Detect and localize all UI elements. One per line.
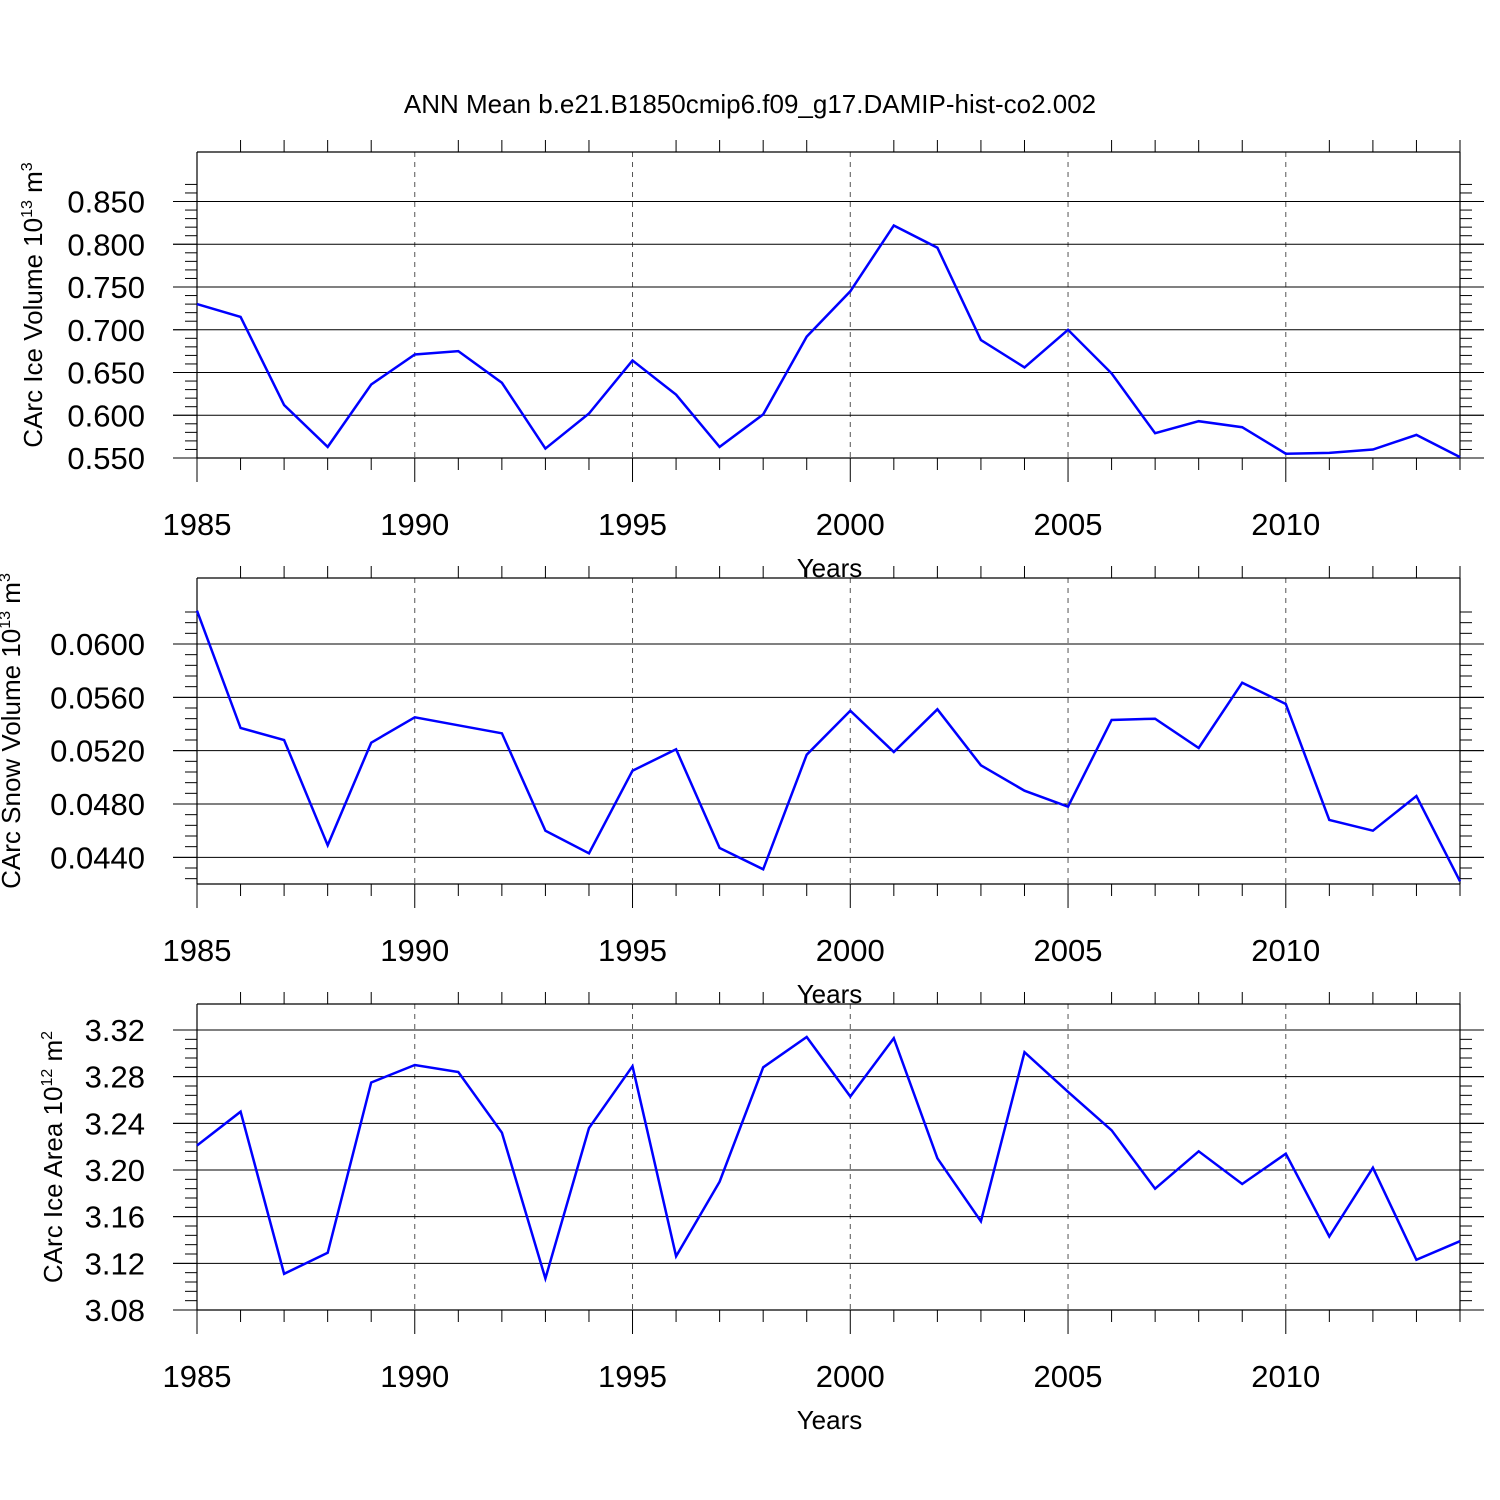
series-line [196,223,1461,459]
y-tick-label: 0.800 [67,227,145,262]
x-tick-label: 2005 [1034,933,1103,968]
x-tick-label: 2000 [816,507,885,542]
y-axis-title: CArc Snow Volume 1013 m3 [0,573,26,889]
y-tick-label: 3.08 [85,1293,145,1328]
y-tick-label: 0.0480 [50,787,145,822]
x-tick-label: 1990 [380,933,449,968]
x-tick-label: 1985 [163,507,232,542]
y-tick-label: 3.12 [85,1246,145,1281]
y-axis-title-exponent: 13 [0,611,14,629]
y-tick-label: 0.550 [67,441,145,476]
y-tick-label: 0.650 [67,356,145,391]
x-tick-label: 1995 [598,933,667,968]
x-tick-label: 1995 [598,1359,667,1394]
y-tick-label: 0.750 [67,270,145,305]
y-axis-title-exponent: 12 [39,1069,56,1087]
y-axis-title-unit-exponent: 2 [39,1031,56,1040]
x-tick-label: 2000 [816,933,885,968]
y-axis-title: CArc Ice Area 1012 m2 [38,1031,68,1283]
chart-panel-2: 0.0440 0.0480 0.0520 0.0560 0.0600 1985 1990 19… [0,566,1484,1009]
y-axis-title-main: CArc Ice Volume 10 [18,218,48,448]
y-tick-label: 0.600 [67,398,145,433]
x-tick-label: 2010 [1251,1359,1320,1394]
y-axis-title-exponent: 13 [19,200,36,218]
y-axis-title-main: CArc Ice Area 10 [38,1087,68,1284]
y-tick-label: 0.850 [67,185,145,220]
x-tick-label: 2005 [1034,507,1103,542]
y-tick-label: 3.24 [85,1106,145,1141]
y-tick-label: 0.0520 [50,734,145,769]
series-line [195,610,1462,882]
y-tick-label: 0.0440 [50,840,145,875]
y-axis-title-unit: m [38,1040,68,1069]
y-axis-title-unit-exponent: 3 [19,162,36,171]
chart-title: ANN Mean b.e21.B1850cmip6.f09_g17.DAMIP-… [404,89,1096,119]
y-tick-label: 3.20 [85,1153,145,1188]
y-tick-label: 3.16 [85,1200,145,1235]
x-tick-label: 2010 [1251,507,1320,542]
x-axis-title: Years [797,1405,863,1435]
chart-panel-3: 3.08 3.12 3.16 3.20 3.24 3.28 3.32 1985 1990 1995… [38,992,1484,1435]
y-tick-label: 3.28 [85,1060,145,1095]
x-tick-label: 1990 [380,507,449,542]
x-tick-label: 1985 [163,933,232,968]
x-tick-label: 2010 [1251,933,1320,968]
y-tick-label: 0.0600 [50,627,145,662]
y-tick-label: 0.700 [67,313,145,348]
chart-panel-1: 0.550 0.600 0.650 0.700 0.750 0.800 0.850 1985 1… [18,140,1484,583]
x-tick-label: 2005 [1034,1359,1103,1394]
x-tick-label: 2000 [816,1359,885,1394]
x-tick-label: 1985 [163,1359,232,1394]
y-axis-title-unit: m [0,582,26,611]
y-axis-title-unit: m [18,171,48,200]
x-tick-label: 1990 [380,1359,449,1394]
y-axis-title-unit-exponent: 3 [0,573,14,582]
y-axis-title: CArc Ice Volume 1013 m3 [18,162,48,447]
x-tick-label: 1995 [598,507,667,542]
y-tick-label: 3.32 [85,1013,145,1048]
series-line [196,1035,1461,1283]
y-axis-title-main: CArc Snow Volume 10 [0,629,26,889]
y-tick-label: 0.0560 [50,680,145,715]
